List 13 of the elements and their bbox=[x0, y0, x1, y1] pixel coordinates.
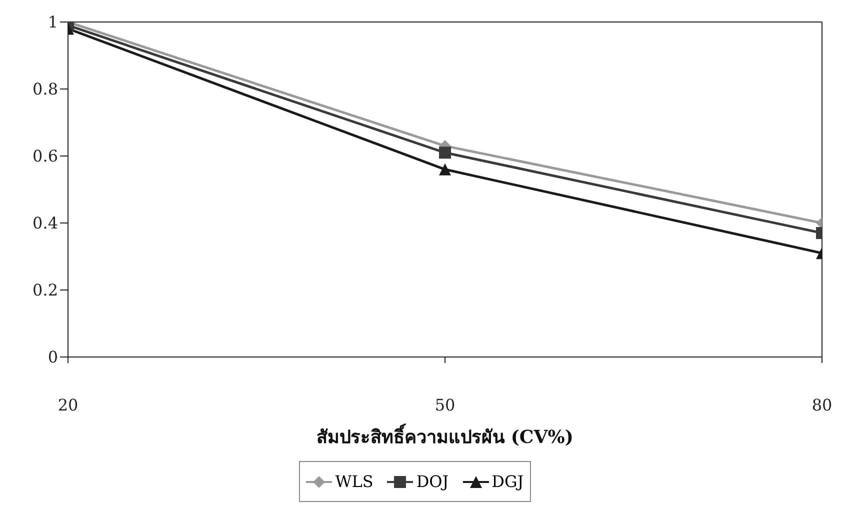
x-tick-label: 20 bbox=[58, 395, 78, 414]
y-tick-label: 0.2 bbox=[32, 280, 58, 300]
legend-label: DGJ bbox=[490, 472, 524, 491]
legend-label: WLS bbox=[334, 472, 374, 491]
y-tick-label: 0.4 bbox=[32, 214, 58, 233]
y-tick-label: 0.6 bbox=[32, 146, 58, 166]
legend-label: DOJ bbox=[415, 472, 449, 491]
x-tick-label: 50 bbox=[434, 395, 456, 414]
y-tick-label: 0.8 bbox=[32, 80, 58, 99]
x-axis-title: สัมประสิทธิ์ความแปรผัน (CV%) bbox=[316, 423, 574, 448]
x-tick-label: 80 bbox=[812, 395, 832, 414]
y-tick-label: 1 bbox=[48, 12, 58, 32]
y-tick-label: 0 bbox=[48, 348, 58, 367]
